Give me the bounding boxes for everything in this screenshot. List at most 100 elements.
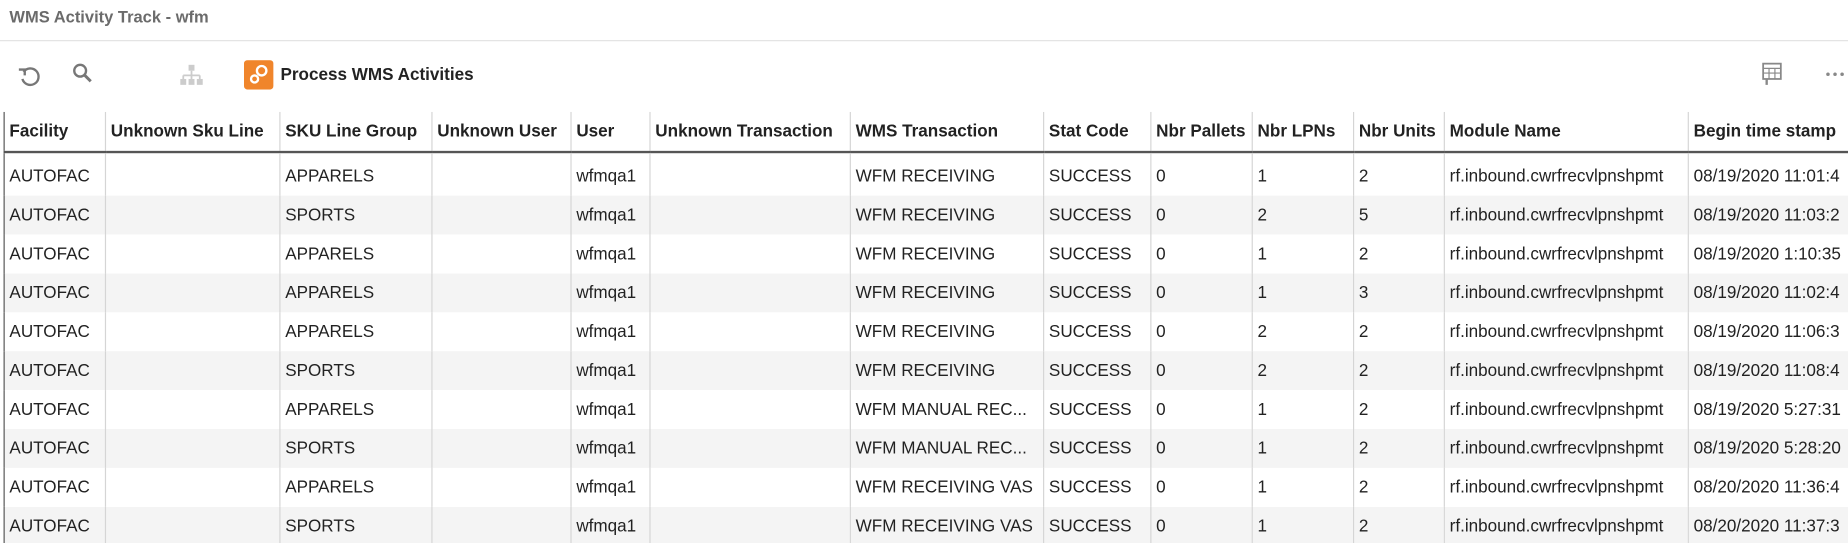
table-cell: 08/19/2020 11:02:4 [1688,273,1848,313]
table-cell: SUCCESS [1043,428,1152,468]
column-header: WMS Transaction [850,111,1045,154]
table-cell: WFM RECEIVING [850,152,1045,196]
table-cell: wfmqa1 [571,351,651,391]
table-cell [649,390,851,429]
table-cell: WFM RECEIVING VAS [850,506,1045,543]
table-cell: SUCCESS [1043,195,1152,235]
table-cell: AUTOFAC [3,390,107,429]
table-cell: 08/19/2020 11:03:2 [1688,195,1848,235]
table-row: AUTOFAC APPARELS wfmqa1 WFM RECEIVING SUCCES… [3,152,1848,196]
search-icon[interactable] [71,62,95,86]
table-cell: rf.inbound.cwrfrecvlpnshpmt [1444,312,1689,352]
table-cell [649,152,851,196]
table-cell: 0 [1150,195,1253,235]
table-cell: wfmqa1 [571,152,651,196]
table-cell: 1 [1252,506,1355,543]
table-row: AUTOFAC SPORTS wfmqa1 WFM RECEIVING SUCCESS 0… [3,195,1848,235]
table-row: AUTOFAC SPORTS wfmqa1 WFM MANUAL REC... SUCC… [3,428,1848,468]
table-row: AUTOFAC APPARELS wfmqa1 WFM MANUAL REC... SU… [3,390,1848,429]
table-cell [105,428,281,468]
table-cell: APPARELS [279,312,433,352]
table-cell: wfmqa1 [571,390,651,429]
table-cell [649,312,851,352]
table-cell: APPARELS [279,234,433,274]
page-title: WMS Activity Track - wfm [9,7,209,26]
table-cell [431,467,572,507]
table-cell: WFM RECEIVING [850,312,1045,352]
table-cell: WFM MANUAL REC... [850,428,1045,468]
column-header: Stat Code [1043,111,1152,154]
column-header: Unknown User [431,111,572,154]
more-icon[interactable] [1826,71,1845,78]
table-cell: WFM RECEIVING [850,195,1045,235]
column-header: SKU Line Group [279,111,433,154]
column-header: Nbr Pallets [1150,111,1253,154]
columns-icon[interactable] [1760,61,1786,87]
table-cell: rf.inbound.cwrfrecvlpnshpmt [1444,506,1689,543]
hierarchy-icon[interactable] [179,64,205,88]
table-cell: WFM RECEIVING [850,351,1045,391]
table-cell: 08/20/2020 11:37:3 [1688,506,1848,543]
table-cell: 08/19/2020 11:06:3 [1688,312,1848,352]
table-row: AUTOFAC APPARELS wfmqa1 WFM RECEIVING SUCCES… [3,273,1848,313]
table-cell: wfmqa1 [571,506,651,543]
table-cell [431,506,572,543]
table-cell: SUCCESS [1043,152,1152,196]
column-header: Begin time stamp [1688,111,1848,154]
table-cell: 08/20/2020 11:36:4 [1688,467,1848,507]
table-cell [105,312,281,352]
table-cell: wfmqa1 [571,273,651,313]
table-cell: WFM RECEIVING [850,273,1045,313]
table-cell [649,428,851,468]
table-cell: 2 [1252,195,1355,235]
table-cell [105,234,281,274]
table-cell: 2 [1353,390,1445,429]
table-cell [105,351,281,391]
table-cell: WFM MANUAL REC... [850,390,1045,429]
table-cell: 2 [1353,506,1445,543]
table-cell: rf.inbound.cwrfrecvlpnshpmt [1444,467,1689,507]
table-cell: rf.inbound.cwrfrecvlpnshpmt [1444,351,1689,391]
table-cell: 08/19/2020 5:27:31 [1688,390,1848,429]
table-row: AUTOFAC APPARELS wfmqa1 WFM RECEIVING SUCCES… [3,234,1848,274]
table-cell [105,390,281,429]
table-cell: 0 [1150,390,1253,429]
process-button[interactable]: Process WMS Activities [243,60,474,90]
table-row: AUTOFAC APPARELS wfmqa1 WFM RECEIVING VAS SU… [3,467,1848,507]
table-cell: SPORTS [279,351,433,391]
table-cell: 1 [1252,234,1355,274]
button-label: Process WMS Activities [280,65,474,85]
table-cell [105,506,281,543]
table-cell: AUTOFAC [3,467,107,507]
table-cell: SPORTS [279,428,433,468]
table-cell: 0 [1150,467,1253,507]
refresh-icon[interactable] [16,62,42,88]
table-cell: AUTOFAC [3,273,107,313]
table-cell: AUTOFAC [3,195,107,235]
column-header: Module Name [1444,111,1689,154]
table-cell: APPARELS [279,390,433,429]
table-cell [105,273,281,313]
table-cell: 08/19/2020 5:28:20 [1688,428,1848,468]
table-cell: WFM RECEIVING VAS [850,467,1045,507]
column-header: Nbr Units [1353,111,1445,154]
table-cell: wfmqa1 [571,234,651,274]
table-cell: 0 [1150,312,1253,352]
table-cell [431,312,572,352]
table-cell [431,234,572,274]
table-cell: 0 [1150,428,1253,468]
table-cell: SPORTS [279,506,433,543]
table-cell: 1 [1252,273,1355,313]
table-cell [649,351,851,391]
column-header: User [571,111,651,154]
table-cell: AUTOFAC [3,428,107,468]
table-cell: rf.inbound.cwrfrecvlpnshpmt [1444,195,1689,235]
process-icon [243,60,274,90]
table-cell [105,152,281,196]
separator [0,40,1848,42]
table-cell: 3 [1353,273,1445,313]
column-header: Nbr LPNs [1252,111,1355,154]
table-cell: 0 [1150,152,1253,196]
